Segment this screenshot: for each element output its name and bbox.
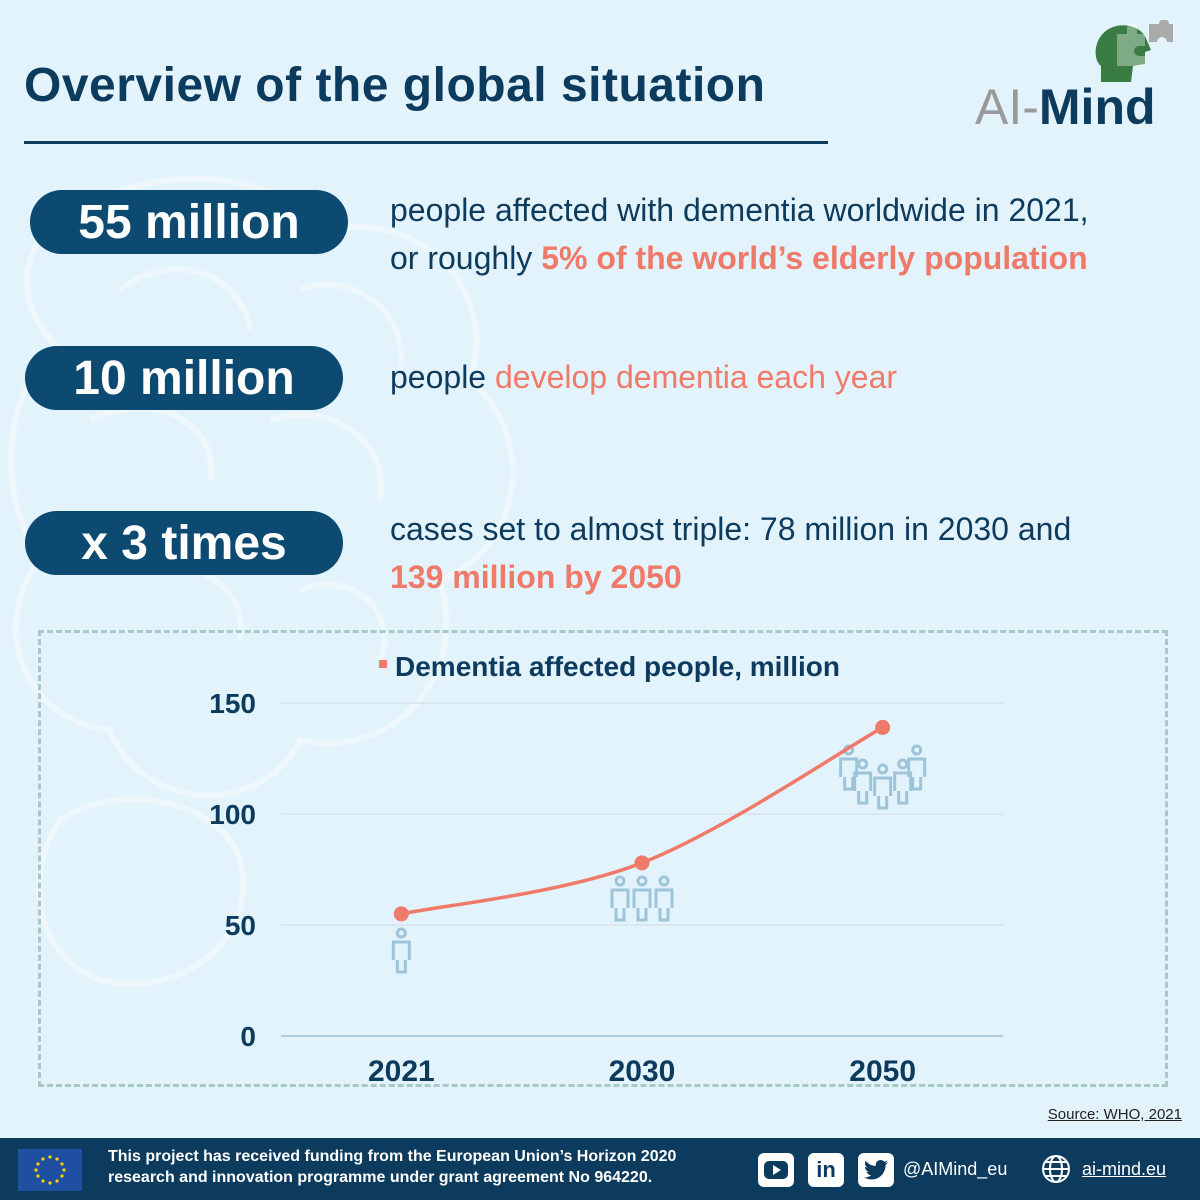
- stat-1-plain: or roughly: [390, 240, 542, 276]
- legend-marker: [379, 660, 387, 668]
- person-icon: [654, 875, 674, 922]
- stat-2-highlight: develop dementia each year: [494, 359, 898, 395]
- twitter-handle[interactable]: @AIMind_eu: [903, 1159, 1008, 1179]
- head-puzzle-icon: [1095, 20, 1173, 82]
- funding-line-2: research and innovation programme under …: [108, 1169, 653, 1186]
- ai-mind-logo: AI-Mind: [975, 20, 1175, 135]
- person-icon: [907, 744, 927, 791]
- y-tick-label: 0: [240, 1021, 256, 1052]
- linkedin-icon[interactable]: in: [808, 1153, 844, 1187]
- stat-description-1: people affected with dementia worldwide …: [390, 186, 1089, 282]
- stat-description-3: cases set to almost triple: 78 million i…: [390, 505, 1071, 601]
- x-tick-label: 2030: [609, 1055, 676, 1084]
- x-tick-label: 2050: [849, 1055, 916, 1084]
- youtube-icon[interactable]: [758, 1153, 794, 1187]
- data-point: [634, 855, 650, 871]
- data-point: [875, 719, 891, 735]
- logo-prefix: AI-: [975, 79, 1039, 135]
- footer: This project has received funding from t…: [0, 1138, 1200, 1200]
- person-icon: [893, 758, 913, 805]
- data-point: [393, 906, 409, 922]
- logo-suffix: Mind: [1038, 79, 1156, 135]
- twitter-icon[interactable]: [858, 1153, 894, 1187]
- stat-description-2: people develop dementia each year: [390, 353, 897, 401]
- source-link[interactable]: Source: WHO, 2021: [1047, 1106, 1182, 1123]
- stat-2-plain: people: [390, 359, 495, 395]
- stat-badge-10-million: 10 million: [25, 346, 343, 410]
- person-icon: [610, 875, 630, 922]
- eu-flag-icon: [18, 1149, 82, 1191]
- x-tick-label: 2021: [368, 1055, 435, 1084]
- page-title: Overview of the global situation: [24, 59, 766, 112]
- brain-background-icon: [8, 175, 516, 987]
- stat-3-line-1: cases set to almost triple: 78 million i…: [390, 511, 1072, 547]
- stat-1-highlight: 5% of the world’s elderly population: [541, 240, 1088, 276]
- y-tick-label: 150: [209, 688, 256, 719]
- funding-statement: This project has received funding from t…: [108, 1146, 676, 1188]
- stat-1-line-1: people affected with dementia worldwide …: [390, 192, 1089, 228]
- stat-badge-55-million: 55 million: [30, 190, 348, 254]
- stat-badge-3-times: x 3 times: [25, 511, 343, 575]
- website-link[interactable]: ai-mind.eu: [1082, 1159, 1167, 1179]
- funding-line-1: This project has received funding from t…: [108, 1148, 677, 1165]
- logo-wordmark: AI-Mind: [975, 78, 1156, 136]
- dementia-line-chart: 0 50 100 150 2021 2030 2050 Dementia affected p…: [209, 651, 1003, 1084]
- stat-1-line-2: or roughly 5% of the world’s elderly pop…: [390, 234, 1089, 282]
- person-icon: [391, 927, 411, 974]
- person-icon: [853, 758, 873, 805]
- person-icon: [632, 875, 652, 922]
- stat-3-highlight: 139 million by 2050: [390, 559, 682, 595]
- legend-label: Dementia affected people, million: [395, 651, 840, 682]
- globe-icon: [1042, 1155, 1070, 1183]
- y-tick-label: 100: [209, 799, 256, 830]
- chart-container: 0 50 100 150 2021 2030 2050 Dementia affected p…: [38, 630, 1168, 1087]
- person-icon: [873, 763, 893, 810]
- title-underline: [24, 141, 828, 144]
- y-tick-label: 50: [225, 910, 256, 941]
